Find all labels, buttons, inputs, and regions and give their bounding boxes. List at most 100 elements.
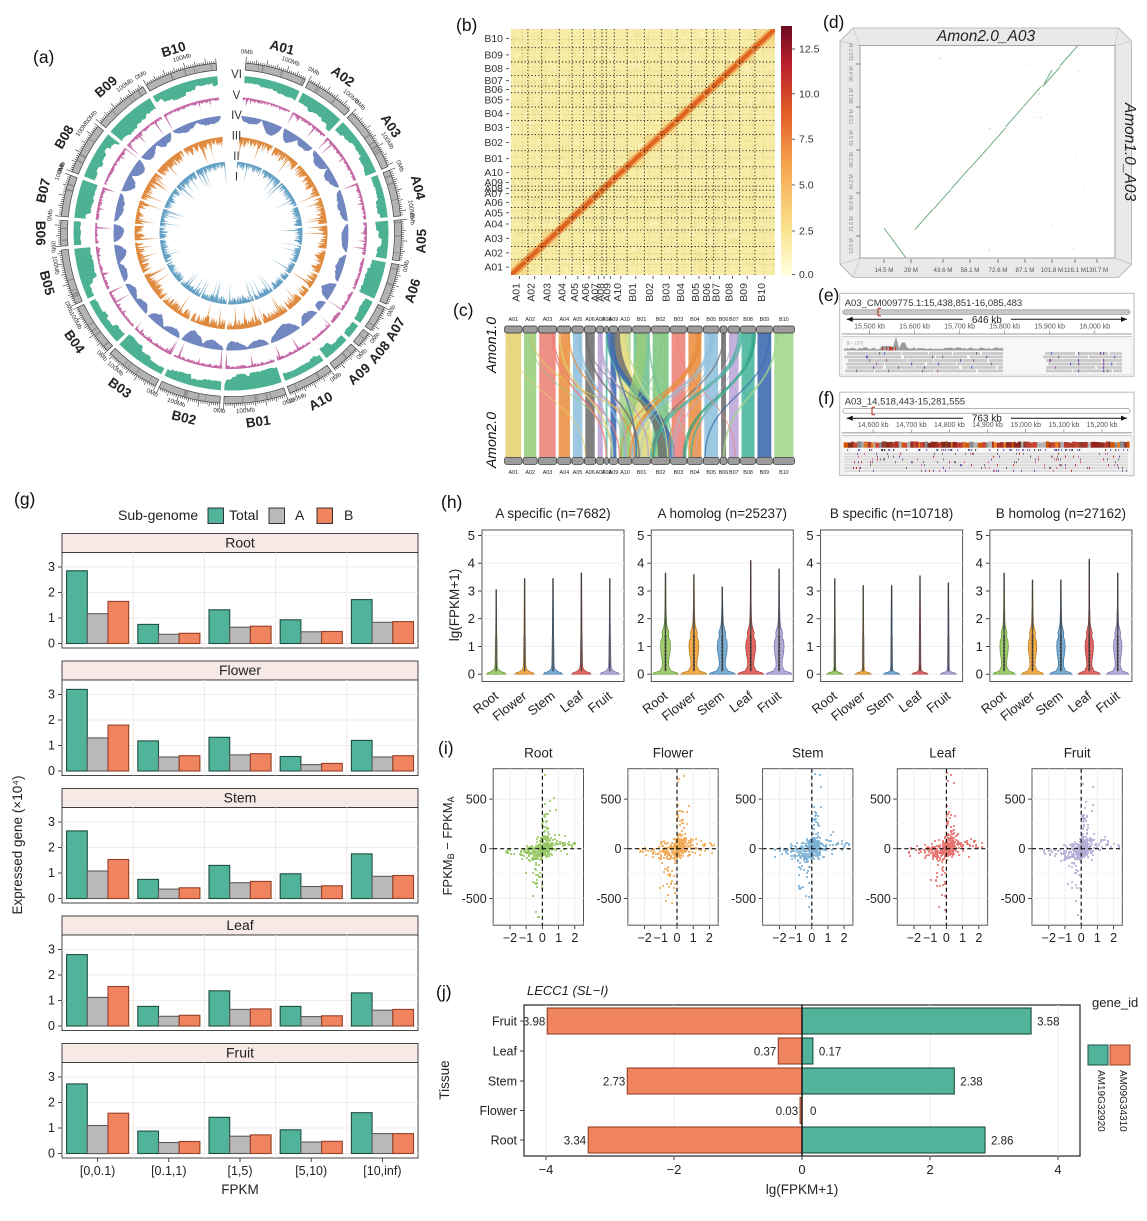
svg-text:B06: B06 [719, 317, 729, 323]
svg-text:0.17: 0.17 [819, 1047, 841, 1059]
svg-text:A02: A02 [526, 283, 538, 302]
svg-text:B02: B02 [170, 407, 198, 428]
svg-text:3.98: 3.98 [523, 1017, 545, 1029]
svg-text:130.7 M: 130.7 M [1086, 267, 1108, 274]
svg-text:0: 0 [468, 667, 475, 682]
svg-text:[1,5): [1,5) [227, 1164, 252, 1178]
svg-text:15,000 kb: 15,000 kb [1010, 422, 1041, 429]
svg-text:A01: A01 [509, 317, 519, 323]
svg-text:1: 1 [48, 994, 55, 1008]
svg-text:2: 2 [841, 931, 848, 945]
svg-text:A06: A06 [580, 283, 592, 302]
svg-text:4: 4 [1054, 1162, 1061, 1177]
svg-text:[5,10): [5,10) [295, 1164, 327, 1178]
svg-text:A03: A03 [484, 233, 503, 245]
svg-text:Stem: Stem [792, 746, 824, 761]
svg-text:3: 3 [48, 560, 55, 574]
svg-text:B05: B05 [484, 94, 503, 106]
svg-text:0: 0 [808, 931, 815, 945]
svg-text:0: 0 [749, 842, 756, 856]
svg-text:646 kb: 646 kb [972, 315, 1002, 326]
svg-text:0: 0 [48, 1147, 55, 1161]
svg-text:FPKMB − FPKMA: FPKMB − FPKMA [440, 796, 456, 895]
svg-text:0.0: 0.0 [799, 269, 814, 281]
svg-text:-500: -500 [462, 892, 487, 906]
svg-text:15,200 kb: 15,200 kb [1087, 422, 1118, 429]
svg-text:−1: −1 [1058, 931, 1072, 945]
svg-text:1: 1 [976, 639, 983, 654]
svg-text:40.2 M: 40.2 M [849, 174, 855, 189]
svg-text:Stem: Stem [488, 1075, 517, 1089]
svg-text:A09: A09 [609, 317, 619, 323]
svg-text:A01: A01 [268, 37, 296, 58]
svg-text:14,800 kb: 14,800 kb [934, 422, 965, 429]
svg-text:1: 1 [825, 931, 832, 945]
svg-text:B08: B08 [743, 317, 753, 323]
svg-text:A10: A10 [484, 167, 503, 179]
svg-text:1: 1 [1094, 931, 1101, 945]
svg-text:5: 5 [468, 528, 475, 543]
svg-text:2: 2 [926, 1162, 933, 1177]
svg-text:−2: −2 [503, 931, 517, 945]
svg-text:100Mb: 100Mb [50, 255, 60, 275]
svg-text:−1: −1 [788, 931, 802, 945]
svg-text:Fruit: Fruit [1064, 746, 1091, 761]
svg-text:21.6 M: 21.6 M [849, 216, 855, 231]
svg-text:1: 1 [48, 739, 55, 753]
svg-text:0Mb: 0Mb [408, 213, 416, 226]
svg-text:Fruit: Fruit [226, 1045, 254, 1061]
svg-text:2: 2 [468, 611, 475, 626]
svg-text:3: 3 [48, 815, 55, 829]
svg-text:100Mb: 100Mb [406, 200, 415, 220]
svg-text:A07: A07 [589, 283, 601, 302]
svg-text:B07: B07 [33, 177, 53, 205]
svg-text:12.5 M: 12.5 M [849, 238, 855, 253]
svg-text:B02: B02 [656, 317, 666, 323]
svg-text:[0,0.1): [0,0.1) [80, 1164, 115, 1178]
svg-text:gene_id: gene_id [1092, 995, 1138, 1010]
svg-text:A03: A03 [543, 317, 553, 323]
svg-text:5: 5 [637, 528, 644, 543]
svg-text:lg(FPKM+1): lg(FPKM+1) [766, 1182, 838, 1197]
svg-text:116.1 M: 116.1 M [1064, 267, 1086, 274]
svg-text:Flower: Flower [479, 1104, 517, 1118]
svg-text:I: I [235, 172, 238, 184]
svg-text:−4: −4 [539, 1162, 554, 1177]
svg-text:500: 500 [601, 793, 622, 807]
svg-text:−2: −2 [772, 931, 786, 945]
svg-text:B04: B04 [675, 283, 687, 302]
svg-text:A10: A10 [612, 283, 624, 302]
svg-text:A01: A01 [510, 283, 522, 302]
svg-text:1: 1 [48, 1121, 55, 1135]
svg-text:Root: Root [491, 1134, 518, 1148]
svg-text:A08: A08 [602, 317, 612, 323]
svg-text:B03: B03 [674, 470, 684, 476]
svg-text:0Mb: 0Mb [394, 159, 405, 173]
svg-text:7.5: 7.5 [799, 134, 814, 146]
svg-text:A02: A02 [484, 247, 503, 259]
svg-text:43.6 M: 43.6 M [934, 267, 953, 274]
svg-text:15,900 kb: 15,900 kb [1034, 323, 1065, 330]
svg-text:B04: B04 [690, 317, 700, 323]
svg-text:10.0: 10.0 [799, 88, 820, 100]
svg-text:lg(FPKM+1): lg(FPKM+1) [447, 569, 462, 641]
svg-text:(d): (d) [823, 12, 844, 32]
svg-text:A08: A08 [602, 470, 612, 476]
svg-text:B04: B04 [690, 470, 700, 476]
svg-text:A09: A09 [601, 283, 613, 302]
svg-text:100Mb: 100Mb [236, 407, 256, 416]
svg-text:1: 1 [806, 639, 813, 654]
svg-text:5.0: 5.0 [799, 179, 814, 191]
svg-text:B01: B01 [484, 153, 503, 165]
svg-text:A05: A05 [413, 228, 429, 254]
svg-text:1: 1 [637, 639, 644, 654]
svg-text:0: 0 [614, 842, 621, 856]
svg-text:−1: −1 [654, 931, 668, 945]
svg-text:V: V [233, 90, 241, 102]
svg-text:B10: B10 [756, 283, 768, 302]
svg-text:2: 2 [48, 713, 55, 727]
svg-text:B01: B01 [627, 283, 639, 302]
svg-text:A03_14,518,443-15,281,555: A03_14,518,443-15,281,555 [845, 397, 965, 408]
svg-text:-500: -500 [596, 892, 621, 906]
svg-text:A03_CM009775.1:15,438,851-16,0: A03_CM009775.1:15,438,851-16,085,483 [845, 298, 1022, 309]
